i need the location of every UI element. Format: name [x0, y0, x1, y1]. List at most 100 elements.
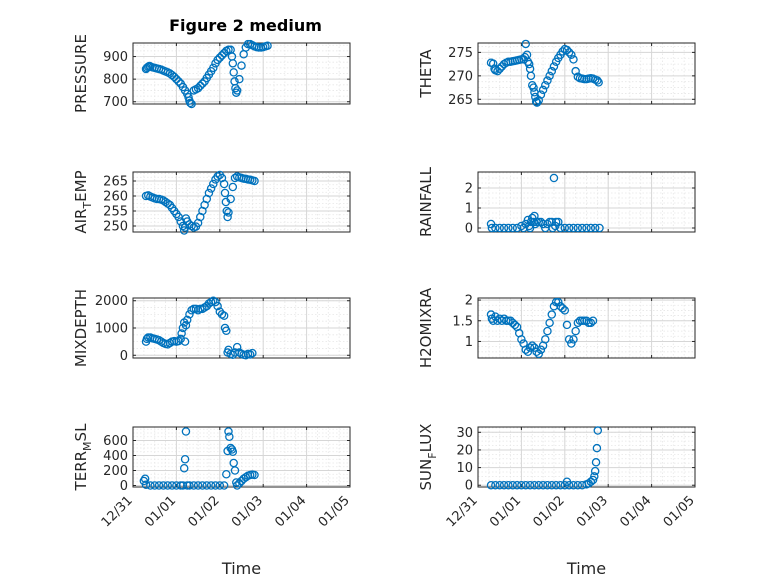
data-point — [508, 480, 517, 490]
y-tick-label: 255 — [103, 205, 128, 220]
data-point — [504, 223, 513, 233]
data-point — [573, 480, 583, 490]
data-point — [224, 427, 233, 436]
data-point — [536, 345, 546, 354]
data-point — [508, 223, 517, 233]
y-tick-label: 600 — [103, 434, 128, 449]
data-point — [167, 481, 177, 490]
data-point — [174, 336, 183, 346]
data-point — [185, 310, 194, 319]
data-point — [154, 336, 164, 345]
data-point — [551, 480, 561, 490]
data-point — [215, 481, 225, 490]
data-point — [495, 223, 504, 233]
data-point — [547, 66, 557, 76]
data-point — [530, 480, 539, 490]
y-tick-label: 265 — [448, 93, 473, 108]
data-point — [222, 326, 231, 335]
data-point — [534, 480, 544, 490]
data-point — [558, 304, 567, 313]
data-point — [177, 329, 186, 338]
data-point — [248, 348, 257, 358]
data-point — [220, 188, 230, 198]
data-point — [209, 63, 218, 73]
data-point — [571, 66, 580, 76]
y-tick-label: 200 — [103, 464, 128, 479]
data-point — [163, 481, 172, 490]
y-tick-label: 900 — [103, 50, 128, 65]
data-point — [538, 85, 548, 95]
data-point — [198, 481, 207, 490]
x-tick-label: 12/31 — [444, 493, 481, 530]
subplot-h2omixra: 1 1.5 2 H2OMIXRA — [417, 287, 696, 368]
data-point — [222, 206, 231, 216]
data-point — [169, 72, 179, 82]
y-tick-label: 270 — [448, 69, 473, 84]
data-point — [554, 297, 563, 307]
data-point — [586, 223, 596, 233]
data-point — [215, 53, 225, 62]
y-axis-label: SUNFLUX — [417, 424, 439, 491]
data-point — [181, 427, 191, 436]
data-point — [549, 173, 559, 183]
data-point — [202, 481, 212, 490]
data-point — [512, 480, 522, 490]
data-point — [186, 98, 195, 108]
data-point — [217, 51, 227, 60]
data-point — [588, 316, 598, 326]
data-point — [541, 80, 550, 90]
data-point — [211, 297, 220, 307]
y-axis-label: RAINFALL — [417, 166, 435, 237]
data-point — [499, 480, 509, 490]
data-point — [198, 304, 207, 314]
data-point — [146, 481, 155, 490]
y-tick-label: 0 — [120, 479, 128, 494]
x-tick-label: 01/01 — [487, 493, 524, 530]
data-point — [204, 188, 214, 198]
data-point — [569, 480, 578, 490]
y-tick-label: 265 — [103, 175, 128, 190]
data-point — [209, 296, 218, 305]
data-point — [185, 481, 194, 490]
data-point — [525, 480, 535, 490]
axes-frame — [477, 297, 696, 359]
data-point — [495, 480, 504, 490]
data-point — [592, 443, 602, 453]
data-point — [499, 223, 509, 233]
data-point — [235, 74, 244, 84]
y-axis-label: THETA — [417, 49, 435, 99]
data-point — [517, 480, 526, 490]
data-point — [593, 76, 602, 85]
data-point — [231, 83, 240, 93]
data-point — [595, 223, 604, 233]
x-tick-label: 01/05 — [661, 493, 698, 530]
y-tick-label: 260 — [103, 190, 128, 205]
subplot-mixdepth: 0 1000 2000 MIXDEPTH — [72, 289, 351, 367]
y-axis-label: TERRMSL — [72, 423, 94, 492]
data-point — [180, 454, 190, 464]
y-tick-label: 2 — [465, 182, 473, 197]
data-point — [176, 334, 185, 344]
data-point — [181, 321, 191, 330]
data-point — [232, 342, 242, 352]
data-point — [226, 194, 235, 204]
data-point — [564, 480, 574, 490]
data-point — [491, 223, 500, 233]
y-tick-label: 700 — [103, 95, 128, 110]
data-point — [556, 223, 565, 233]
data-point — [232, 481, 242, 490]
data-point — [213, 55, 222, 65]
x-axis-label: Time — [221, 559, 261, 578]
data-point — [182, 315, 192, 325]
x-tick-label: 01/02 — [186, 493, 223, 530]
data-point — [545, 71, 554, 81]
data-point — [569, 335, 578, 344]
data-point — [532, 98, 542, 107]
x-tick-label: 01/01 — [142, 493, 179, 530]
data-point — [529, 83, 538, 92]
data-point — [159, 481, 168, 490]
data-point — [141, 480, 151, 489]
data-point — [163, 199, 172, 208]
x-tick-label: 01/05 — [316, 493, 353, 530]
